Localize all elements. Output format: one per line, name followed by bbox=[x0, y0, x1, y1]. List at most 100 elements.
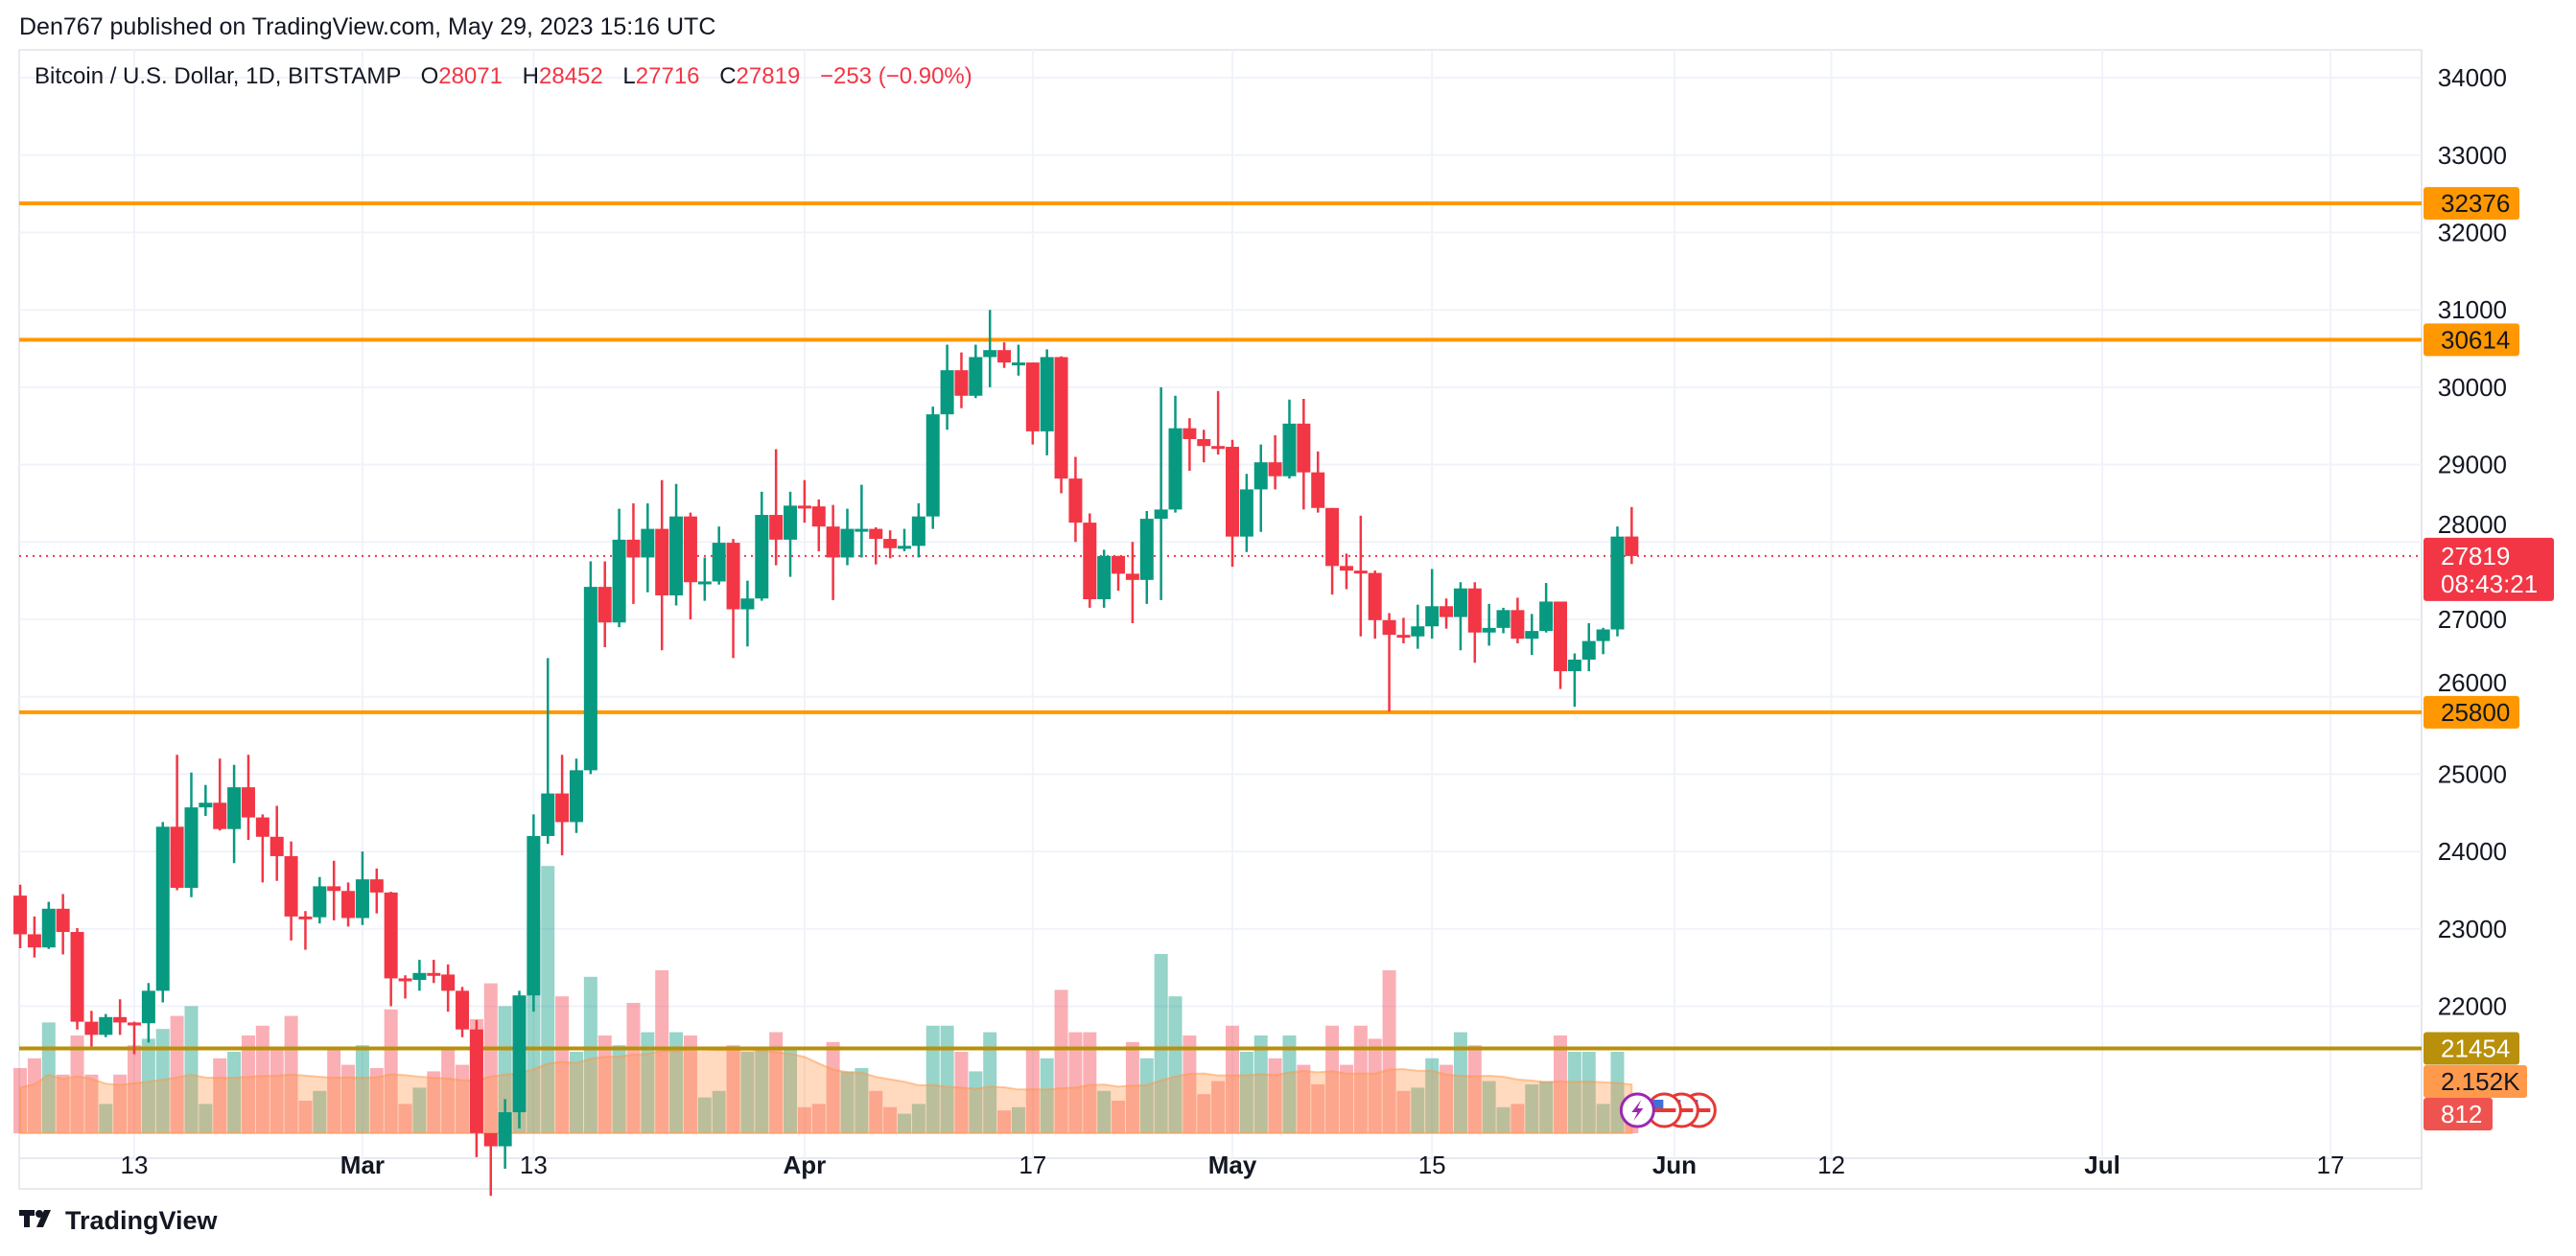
volume-bar bbox=[1068, 1032, 1083, 1133]
volume-bar bbox=[1011, 1106, 1025, 1133]
volume-bar bbox=[327, 1048, 341, 1133]
current-volume-label: 812 bbox=[2441, 1100, 2482, 1128]
candle-body bbox=[341, 891, 356, 919]
volume-bar bbox=[1467, 1045, 1482, 1133]
candle bbox=[1581, 623, 1596, 672]
candle bbox=[255, 814, 269, 883]
candle-body bbox=[398, 978, 412, 982]
candle bbox=[755, 491, 769, 601]
candle-body bbox=[597, 587, 612, 623]
x-tick-label: Mar bbox=[340, 1151, 385, 1179]
candle bbox=[213, 758, 227, 831]
candle bbox=[897, 528, 911, 551]
volume-bar bbox=[341, 1064, 356, 1133]
candle-body bbox=[199, 802, 213, 808]
candle bbox=[697, 557, 712, 601]
volume-bar bbox=[612, 1045, 626, 1133]
candle bbox=[1211, 390, 1226, 455]
candle-body bbox=[626, 539, 641, 558]
volume-bar bbox=[1510, 1104, 1525, 1133]
candle-body bbox=[1025, 362, 1040, 431]
candle-body bbox=[41, 908, 56, 948]
volume-bar bbox=[1197, 1094, 1211, 1133]
publish-info: Den767 published on TradingView.com, May… bbox=[19, 13, 716, 40]
close-label: C bbox=[719, 63, 737, 89]
volume-bar bbox=[70, 1035, 84, 1133]
candle-body bbox=[241, 787, 255, 818]
candle bbox=[1339, 553, 1353, 590]
volume-bar bbox=[840, 1071, 855, 1133]
volume-bar bbox=[983, 1032, 997, 1133]
y-tick-label: 26000 bbox=[2438, 668, 2507, 697]
level-price-label-box bbox=[2424, 323, 2519, 357]
volume-bar bbox=[925, 1025, 940, 1133]
candle bbox=[298, 911, 313, 950]
volume-bar bbox=[1325, 1025, 1340, 1133]
volume-bar bbox=[697, 1097, 712, 1133]
volume-bar bbox=[897, 1113, 911, 1133]
candle bbox=[341, 882, 356, 927]
bar-countdown-label: 08:43:21 bbox=[2441, 570, 2538, 598]
volume-bar bbox=[712, 1090, 726, 1133]
candle-body bbox=[427, 972, 441, 976]
candle bbox=[840, 508, 855, 566]
candle bbox=[740, 580, 755, 647]
level-price-label: 30614 bbox=[2441, 325, 2510, 354]
y-tick-label: 24000 bbox=[2438, 837, 2507, 866]
candle-body bbox=[1311, 472, 1325, 508]
volume-bar bbox=[969, 1071, 983, 1133]
candle-body bbox=[1211, 446, 1226, 450]
candle-body bbox=[855, 528, 869, 532]
candle-body bbox=[27, 934, 41, 948]
candle bbox=[355, 851, 369, 925]
candle bbox=[269, 805, 284, 881]
candle bbox=[1496, 607, 1510, 634]
volume-bar bbox=[954, 1052, 969, 1133]
volume-bar bbox=[1396, 1090, 1411, 1133]
volume-bar bbox=[456, 1064, 470, 1133]
candle bbox=[1125, 542, 1139, 624]
volume-bar bbox=[583, 976, 597, 1133]
candle bbox=[184, 772, 199, 897]
candle bbox=[1625, 506, 1639, 565]
candle-body bbox=[227, 787, 242, 829]
level-price-label-box bbox=[2424, 1032, 2519, 1065]
candle bbox=[583, 561, 597, 775]
candle bbox=[969, 344, 983, 399]
volume-ma-label-box bbox=[2424, 1065, 2527, 1098]
x-tick-label: Jul bbox=[2084, 1151, 2120, 1179]
low-label: L bbox=[622, 63, 636, 89]
volume-bar bbox=[883, 1106, 898, 1133]
volume-bar bbox=[128, 1045, 142, 1133]
candle-body bbox=[1325, 507, 1340, 567]
volume-bar bbox=[255, 1025, 269, 1133]
candle bbox=[1425, 569, 1440, 640]
candle-body bbox=[655, 528, 669, 595]
candle bbox=[398, 975, 412, 999]
last-price-label: 27819 bbox=[2441, 542, 2510, 570]
candle bbox=[13, 884, 28, 948]
symbol-name[interactable]: Bitcoin / U.S. Dollar, 1D, BITSTAMP bbox=[35, 63, 401, 89]
volume-bar bbox=[797, 1106, 811, 1133]
candle bbox=[541, 658, 555, 845]
tradingview-brand[interactable]: TradingView bbox=[19, 1206, 218, 1236]
candle-body bbox=[498, 1112, 512, 1147]
volume-bar bbox=[56, 1074, 70, 1133]
candle-body bbox=[1168, 428, 1183, 510]
volume-bar bbox=[398, 1104, 412, 1133]
lightning-glyph bbox=[1631, 1100, 1644, 1121]
volume-bar bbox=[1183, 1035, 1197, 1133]
candle-body bbox=[1083, 523, 1097, 600]
y-tick-label: 25000 bbox=[2438, 759, 2507, 788]
x-tick-label: Jun bbox=[1652, 1151, 1697, 1179]
candle-body bbox=[726, 543, 740, 610]
volume-bar bbox=[441, 1048, 456, 1133]
volume-bar bbox=[1339, 1064, 1353, 1133]
candle bbox=[811, 499, 826, 551]
candle-body bbox=[1610, 536, 1625, 630]
candle bbox=[683, 512, 697, 619]
candle bbox=[284, 841, 298, 941]
candle bbox=[1554, 601, 1568, 689]
candle bbox=[1083, 513, 1097, 608]
